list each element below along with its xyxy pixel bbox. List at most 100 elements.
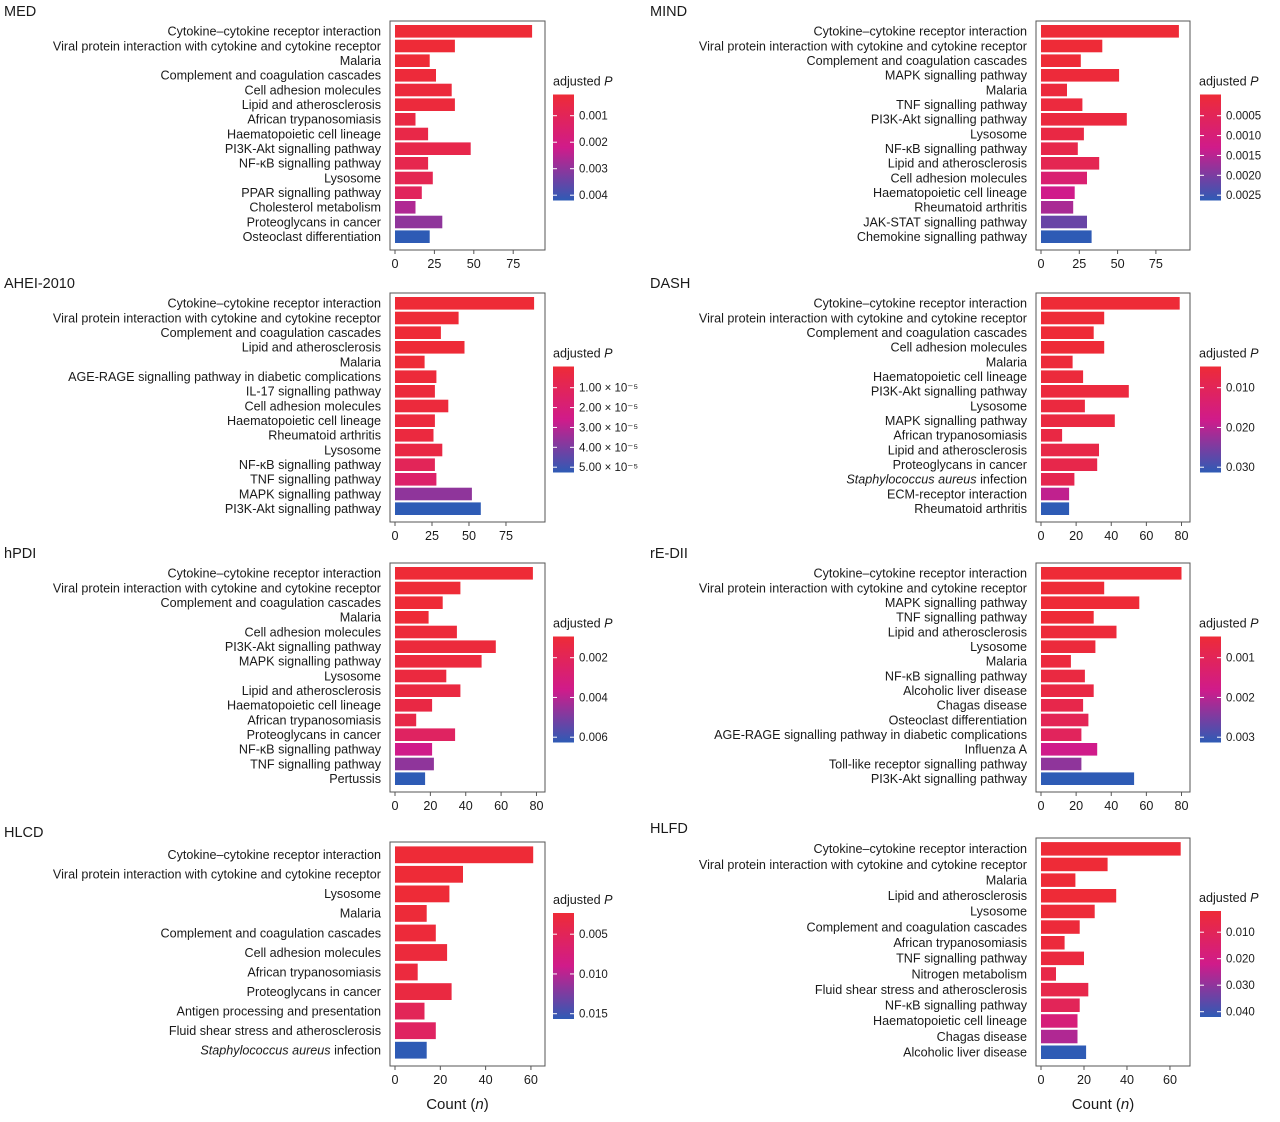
category-label: Viral protein interaction with cytokine … [699, 311, 1027, 325]
bar [1041, 98, 1083, 111]
bar [1041, 326, 1094, 339]
bar [1041, 215, 1087, 229]
category-label: Cell adhesion molecules [244, 399, 381, 413]
plot-frame [389, 20, 546, 251]
legend-tick-label: 0.030 [1226, 462, 1255, 474]
legend-tick-label: 0.006 [579, 732, 608, 744]
bar [395, 297, 535, 310]
bar [1041, 684, 1094, 697]
legend-tick-label: 0.0010 [1226, 131, 1261, 143]
bar [1041, 157, 1100, 170]
bar [1041, 113, 1127, 126]
bar [1041, 842, 1181, 856]
category-label: Lysosome [970, 399, 1027, 413]
bar [395, 443, 443, 457]
category-label: Cell adhesion molecules [244, 83, 381, 97]
legend-tick-label: 3.00 × 10⁻⁵ [579, 422, 638, 434]
bar [1041, 936, 1065, 950]
chart-panel-2: MIND Cytokine–cytokine receptor interacti… [650, 4, 1261, 271]
category-label: Viral protein interaction with cytokine … [53, 39, 381, 53]
category-label: TNF signalling pathway [896, 952, 1028, 966]
category-label: Haematopoietic cell lineage [873, 1014, 1027, 1028]
legend-tick-label: 0.002 [1226, 692, 1255, 704]
bar [1041, 429, 1063, 442]
bar [395, 1002, 425, 1020]
category-label: TNF signalling pathway [250, 757, 382, 771]
bar [395, 429, 434, 442]
legend-colorbar [1200, 94, 1221, 201]
bar [395, 399, 449, 413]
category-label: Lysosome [970, 905, 1027, 919]
bar [1041, 171, 1087, 185]
category-label: PPAR signalling pathway [241, 186, 381, 200]
legend-tick-label: 0.001 [1226, 653, 1255, 665]
category-label: Complement and coagulation cascades [806, 326, 1027, 340]
bar [1041, 669, 1085, 683]
legend-tick-label: 2.00 × 10⁻⁵ [579, 403, 638, 415]
bar [395, 655, 482, 668]
bar [395, 567, 533, 580]
category-label: Cell adhesion molecules [890, 341, 1027, 355]
legend-tick-label: 1.00 × 10⁻⁵ [579, 383, 638, 395]
x-tick-label: 20 [1069, 799, 1083, 813]
bar [395, 370, 437, 383]
legend-tick-label: 0.010 [1226, 383, 1255, 395]
bar [395, 215, 443, 229]
bar [395, 355, 425, 369]
bar [1041, 951, 1084, 966]
bar [1041, 904, 1095, 919]
category-label: African trypanosomiasis [247, 965, 381, 979]
x-tick-label: 80 [1174, 529, 1188, 543]
category-label: Malaria [986, 873, 1027, 887]
x-axis-label: Count (n) [1072, 1096, 1135, 1113]
bar [1041, 567, 1182, 580]
category-label: Cytokine–cytokine receptor interaction [813, 567, 1027, 581]
category-label: Cell adhesion molecules [244, 625, 381, 639]
bar [1041, 967, 1056, 981]
legend-tick-label: 0.0025 [1226, 190, 1261, 202]
bar [395, 581, 461, 595]
category-label: Lysosome [324, 443, 381, 457]
legend-tick-label: 0.002 [579, 137, 608, 149]
bar [1041, 625, 1117, 639]
category-label: IL-17 signalling pathway [246, 385, 382, 399]
category-label: Malaria [340, 611, 381, 625]
bar [395, 640, 496, 653]
category-label: African trypanosomiasis [247, 113, 381, 127]
category-label: Fluid shear stress and atherosclerosis [815, 983, 1027, 997]
legend-colorbar [553, 366, 574, 473]
bar [1041, 414, 1115, 427]
bar [1041, 502, 1070, 515]
chart-panel-4: DASH Cytokine–cytokine receptor interacti… [650, 276, 1259, 543]
x-tick-label: 75 [506, 257, 520, 271]
chart-panel-7: HLCD Cytokine–cytokine receptor interacti… [4, 825, 613, 1113]
bar [1041, 640, 1096, 653]
legend-tick-label: 0.040 [1226, 1007, 1255, 1019]
bar [1041, 655, 1071, 668]
category-label: PI3K-Akt signalling pathway [871, 772, 1028, 786]
category-label: Cytokine–cytokine receptor interaction [813, 25, 1027, 39]
category-label: Malaria [986, 83, 1027, 97]
bar [1041, 889, 1117, 903]
x-tick-label: 25 [425, 529, 439, 543]
bar [1041, 581, 1105, 595]
bar [1041, 611, 1094, 624]
category-label: Lipid and atherosclerosis [242, 684, 381, 698]
legend-title: adjusted P [553, 347, 613, 361]
bar [395, 924, 436, 942]
category-label: Lysosome [324, 171, 381, 185]
category-label: Cytokine–cytokine receptor interaction [813, 297, 1027, 311]
plot-frame [1035, 20, 1191, 251]
bar [1041, 772, 1135, 785]
bar [1041, 39, 1103, 53]
bar [395, 757, 434, 771]
legend-tick-label: 0.020 [1226, 422, 1255, 434]
bar [1041, 873, 1076, 887]
bar [395, 885, 450, 903]
legend-title: adjusted P [1199, 891, 1259, 905]
bar [395, 905, 427, 922]
chart-panel-8: HLFD Cytokine–cytokine receptor interacti… [650, 821, 1259, 1113]
legend-tick-label: 0.005 [579, 929, 608, 941]
x-tick-label: 80 [529, 799, 543, 813]
bar [1041, 83, 1067, 97]
